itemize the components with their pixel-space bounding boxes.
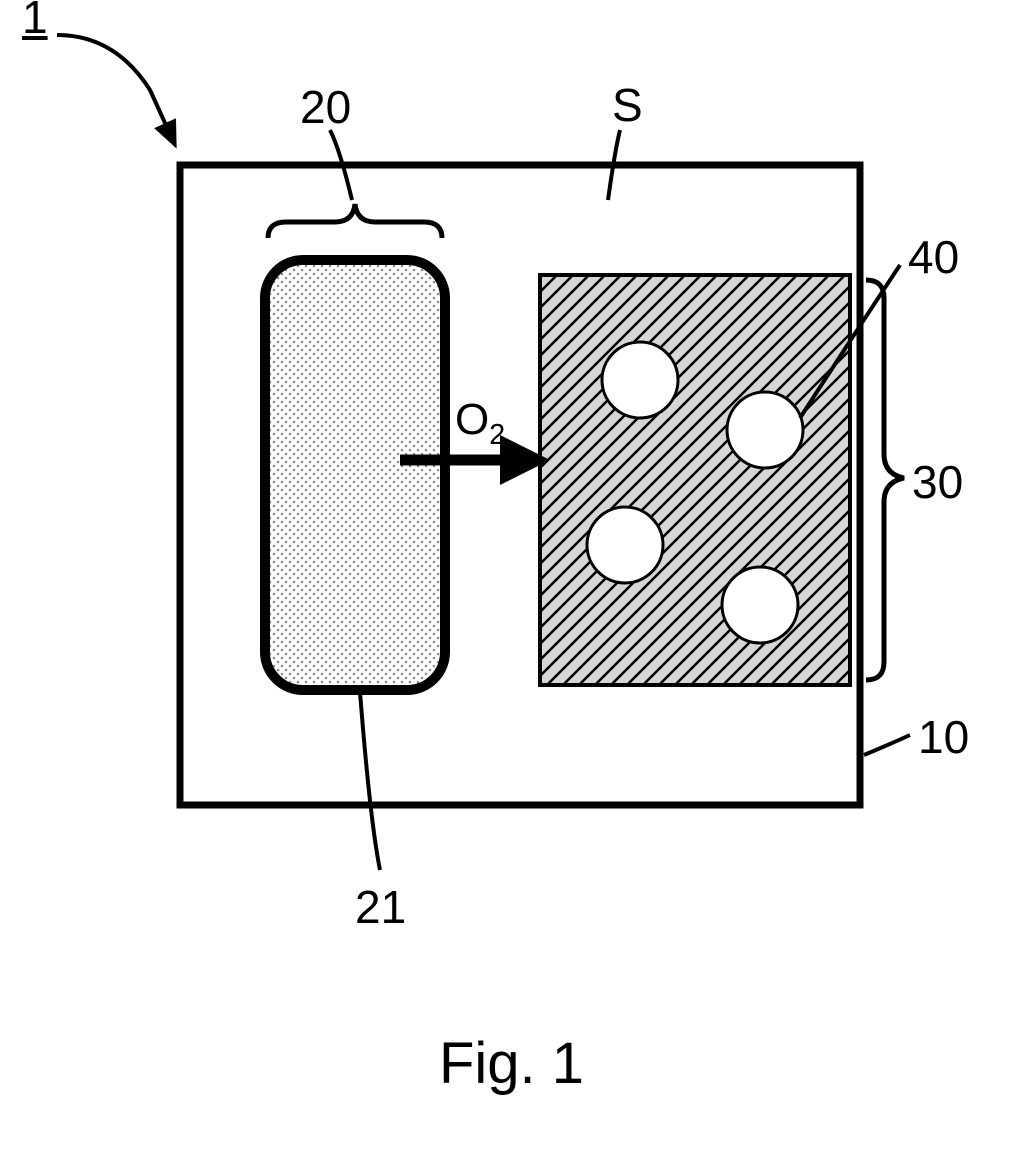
label-O2: O2 xyxy=(455,395,505,452)
label-S: S xyxy=(612,78,643,132)
leader-10 xyxy=(864,735,910,755)
label-21: 21 xyxy=(355,880,406,934)
label-20: 20 xyxy=(300,80,351,134)
label-40: 40 xyxy=(908,230,959,284)
element-circle xyxy=(727,392,803,468)
hatched-region xyxy=(540,275,850,685)
label-10: 10 xyxy=(918,710,969,764)
brace-top xyxy=(268,204,442,238)
element-circle xyxy=(602,342,678,418)
figure-caption: Fig. 1 xyxy=(0,1030,1023,1097)
figure-svg xyxy=(0,0,1023,1173)
element-circle xyxy=(722,567,798,643)
leader-21 xyxy=(360,692,380,870)
capsule-element xyxy=(265,260,445,690)
element-circle xyxy=(587,507,663,583)
label-1: 1 xyxy=(22,0,48,44)
leader-1 xyxy=(57,35,175,145)
label-30: 30 xyxy=(912,455,963,509)
brace-right xyxy=(866,280,904,680)
figure-canvas: 1 20 S 40 30 10 21 O2 Fig. 1 xyxy=(0,0,1023,1173)
